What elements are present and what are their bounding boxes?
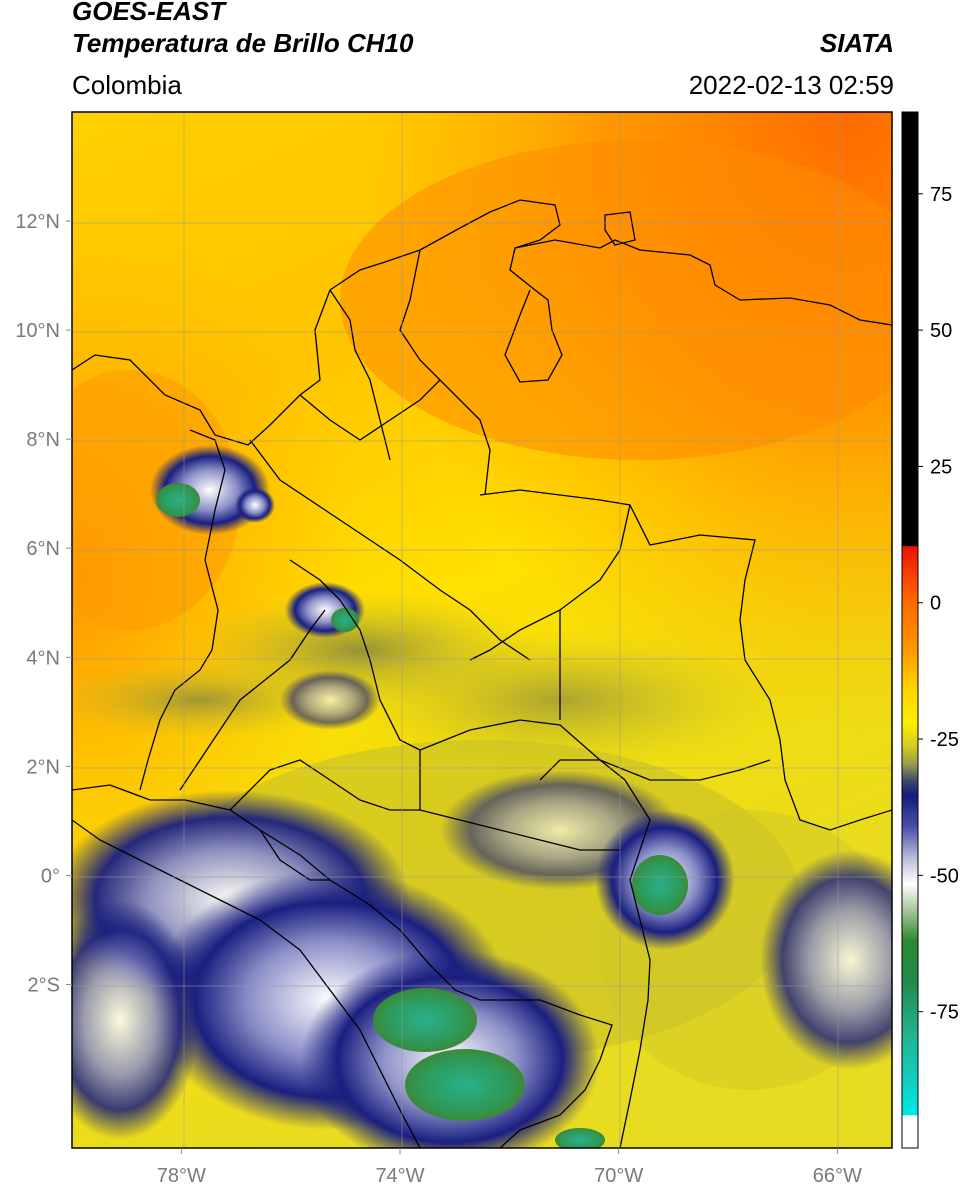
satellite-image (72, 112, 892, 1148)
colorbar-frame (901, 111, 919, 1149)
lat-tick-label: 0° (41, 865, 60, 887)
colorbar (902, 112, 918, 1148)
colorbar-tick-label: -75 (930, 1002, 959, 1024)
latitude-axis: 12°N 10°N 8°N 6°N 4°N 2°N 0° 2°S (15, 211, 72, 996)
lat-tick-label: 4°N (26, 647, 60, 669)
graticule (72, 112, 892, 1148)
lat-tick-label: 8°N (26, 429, 60, 451)
colorbar-tick-label: -50 (930, 865, 959, 887)
lat-tick-label: 2°N (26, 756, 60, 778)
lon-tick-label: 74°W (375, 1165, 424, 1187)
lon-tick-label: 66°W (813, 1165, 862, 1187)
lon-tick-label: 78°W (157, 1165, 206, 1187)
satellite-title: GOES-EAST (72, 0, 226, 26)
timestamp-label: 2022-02-13 02:59 (688, 70, 894, 100)
longitude-axis: 78°W 74°W 70°W 66°W (157, 1148, 862, 1187)
lat-tick-label: 12°N (15, 211, 60, 233)
colorbar-tick-label: 25 (930, 456, 952, 478)
organization-label: SIATA (819, 28, 894, 58)
product-title: Temperatura de Brillo CH10 (72, 28, 414, 58)
lat-tick-label: 6°N (26, 538, 60, 560)
lat-tick-label: 10°N (15, 320, 60, 342)
lon-tick-label: 70°W (594, 1165, 643, 1187)
colorbar-tick-label: 50 (930, 320, 952, 342)
colorbar-tick-label: -25 (930, 729, 959, 751)
colorbar-tick-label: 75 (930, 184, 952, 206)
map-frame (71, 111, 893, 1149)
colorbar-axis: 75 50 25 0 -25 -50 -75 (918, 184, 959, 1024)
colorbar-tick-label: 0 (930, 593, 941, 615)
lat-tick-label: 2°S (28, 974, 60, 996)
region-label: Colombia (72, 70, 182, 100)
